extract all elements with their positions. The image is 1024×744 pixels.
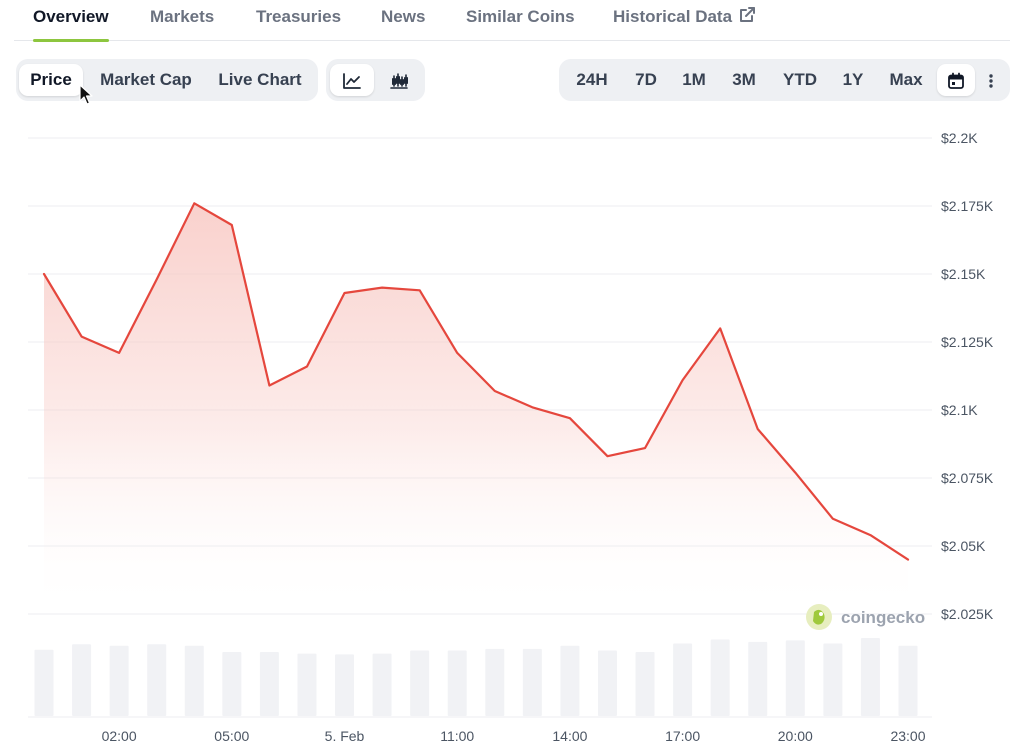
volume-bar <box>147 644 167 716</box>
range-1y-label: 1Y <box>842 70 864 89</box>
y-axis-labels: $2.2K $2.175K $2.15K $2.125K $2.1K $2.075K $2.… <box>941 130 994 622</box>
line-chart-icon <box>342 70 362 89</box>
date-range-button[interactable] <box>937 64 975 96</box>
y-tick-label: $2.2K <box>941 130 978 146</box>
tab-news[interactable]: News <box>381 0 425 41</box>
volume-bar <box>522 648 542 716</box>
y-tick-label: $2.175K <box>941 198 994 214</box>
x-tick-label: 5. Feb <box>325 728 365 744</box>
tab-treasuries[interactable]: Treasuries <box>256 0 341 41</box>
live-chart-tab[interactable]: Live Chart <box>208 64 312 96</box>
x-tick-label: 02:00 <box>102 728 137 744</box>
price-line <box>42 202 910 561</box>
tab-news-label: News <box>381 7 426 26</box>
range-3m-label: 3M <box>732 70 756 89</box>
tab-historical-data-label: Historical Data <box>613 7 733 26</box>
calendar-icon <box>947 70 965 89</box>
y-tick-label: $2.025K <box>941 606 994 622</box>
y-tick-label: $2.125K <box>941 334 994 350</box>
range-7d-label: 7D <box>635 70 657 89</box>
volume-bar <box>635 652 655 716</box>
volume-bars <box>34 638 918 716</box>
tab-overview-label: Overview <box>33 7 109 26</box>
range-7d[interactable]: 7D <box>622 64 670 96</box>
live-chart-tab-label: Live Chart <box>218 70 302 89</box>
range-3m[interactable]: 3M <box>721 64 767 96</box>
y-tick-label: $2.075K <box>941 470 994 486</box>
x-tick-label: 23:00 <box>890 728 925 744</box>
tab-similar-coins-label: Similar Coins <box>466 7 575 26</box>
candlestick-chart-button[interactable] <box>377 64 421 96</box>
volume-bar <box>860 638 880 716</box>
volume-bar <box>597 650 617 716</box>
y-tick-label: $2.1K <box>941 402 978 418</box>
volume-bar <box>823 643 843 716</box>
y-tick-label: $2.05K <box>941 538 986 554</box>
range-ytd[interactable]: YTD <box>773 64 827 96</box>
market-cap-tab[interactable]: Market Cap <box>90 64 202 96</box>
x-tick-label: 20:00 <box>778 728 813 744</box>
volume-bar <box>109 645 129 716</box>
volume-bar <box>447 650 467 716</box>
tab-historical-data[interactable]: Historical Data <box>613 0 756 41</box>
time-range-group: 24H 7D 1M 3M YTD 1Y Max <box>559 59 1010 101</box>
chart-type-group: Price Market Cap Live Chart <box>16 59 318 101</box>
tab-markets-label: Markets <box>150 7 215 26</box>
volume-bar <box>410 650 430 716</box>
price-tab[interactable]: Price <box>19 64 83 96</box>
external-link-icon <box>738 2 756 36</box>
more-options-button[interactable] <box>979 64 1003 96</box>
volume-bar <box>259 652 279 716</box>
market-cap-tab-label: Market Cap <box>100 70 192 89</box>
volume-bar <box>485 648 505 716</box>
volume-bar <box>710 639 730 716</box>
volume-bar <box>673 643 693 716</box>
volume-bar <box>297 653 317 716</box>
range-1m[interactable]: 1M <box>672 64 716 96</box>
tab-overview[interactable]: Overview <box>33 0 109 42</box>
volume-bar <box>898 645 918 716</box>
watermark-text: coingecko <box>841 608 925 627</box>
price-chart[interactable]: $2.2K $2.175K $2.15K $2.125K $2.1K $2.075K $2.… <box>0 110 1024 744</box>
volume-bar <box>34 649 54 716</box>
candlestick-chart-icon <box>389 70 409 89</box>
tab-similar-coins[interactable]: Similar Coins <box>466 0 575 41</box>
range-ytd-label: YTD <box>783 70 817 89</box>
x-axis-labels: 02:00 05:00 5. Feb 11:00 14:00 17:00 20:00 23:0… <box>102 728 926 744</box>
range-max-label: Max <box>889 70 923 89</box>
volume-bar <box>560 645 580 716</box>
x-tick-label: 17:00 <box>665 728 700 744</box>
volume-bar <box>72 644 92 716</box>
mouse-cursor-icon <box>79 84 93 105</box>
volume-bar <box>184 645 204 716</box>
volume-bar <box>785 640 805 716</box>
range-24h[interactable]: 24H <box>565 64 619 96</box>
line-chart-button[interactable] <box>330 64 374 96</box>
x-tick-label: 11:00 <box>440 728 474 744</box>
price-chart-svg: $2.2K $2.175K $2.15K $2.125K $2.1K $2.075K $2.… <box>28 130 994 744</box>
x-tick-label: 14:00 <box>552 728 587 744</box>
range-1m-label: 1M <box>682 70 706 89</box>
price-tab-label: Price <box>30 70 72 89</box>
volume-bar <box>372 653 392 716</box>
x-tick-label: 05:00 <box>214 728 249 744</box>
gecko-logo-eye <box>819 612 823 616</box>
range-max[interactable]: Max <box>881 64 931 96</box>
tab-treasuries-label: Treasuries <box>256 7 342 26</box>
coingecko-watermark: coingecko <box>806 604 925 630</box>
tab-markets[interactable]: Markets <box>150 0 214 41</box>
volume-bar <box>335 654 355 716</box>
range-24h-label: 24H <box>576 70 608 89</box>
price-area <box>42 202 910 615</box>
range-1y[interactable]: 1Y <box>835 64 871 96</box>
volume-bar <box>748 641 768 716</box>
volume-bar <box>222 652 242 716</box>
y-tick-label: $2.15K <box>941 266 986 282</box>
top-tabs: Overview Markets Treasuries News Similar… <box>14 0 1010 42</box>
price-area-fill <box>44 203 908 615</box>
more-vertical-icon <box>988 70 994 89</box>
chart-view-toggle <box>326 59 425 101</box>
